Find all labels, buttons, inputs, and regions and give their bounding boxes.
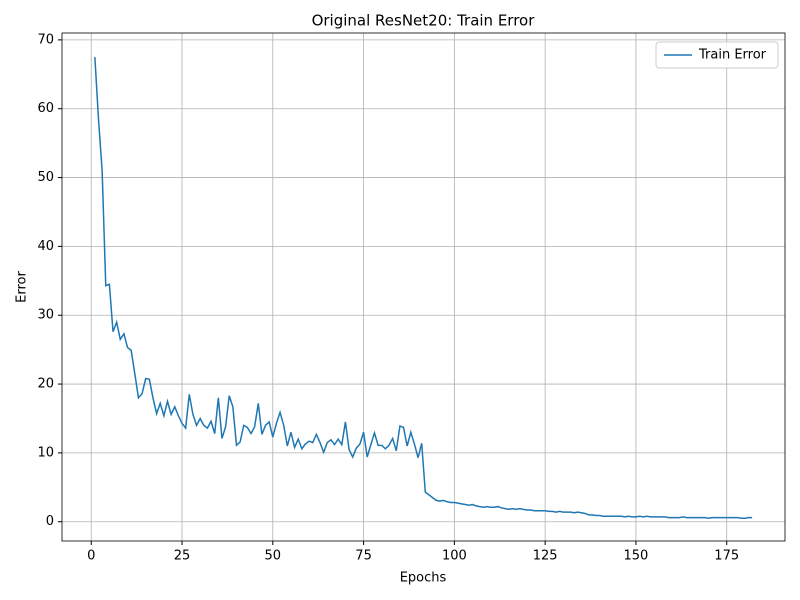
x-tick-label: 125 xyxy=(533,549,558,564)
y-tick-label: 40 xyxy=(37,239,54,254)
x-tick-label: 0 xyxy=(87,549,95,564)
y-tick-label: 10 xyxy=(37,445,54,460)
x-axis-label: Epochs xyxy=(400,571,447,586)
data-line xyxy=(94,57,753,520)
y-tick-label: 70 xyxy=(37,32,54,47)
y-tick-label: 30 xyxy=(37,308,54,323)
x-tick-label: 150 xyxy=(624,549,649,564)
chart-title: Original ResNet20: Train Error xyxy=(312,12,536,30)
y-tick-label: 0 xyxy=(46,514,54,529)
x-tick-label: 175 xyxy=(714,549,739,564)
legend-box xyxy=(655,41,779,69)
legend-label: Train Error xyxy=(698,48,767,63)
x-tick-label: 100 xyxy=(442,549,467,564)
x-tick-label: 50 xyxy=(265,549,282,564)
plot-frame xyxy=(61,32,786,542)
x-tick-label: 25 xyxy=(174,549,191,564)
y-tick-label: 20 xyxy=(37,377,54,392)
y-axis-label: Error xyxy=(15,271,30,303)
y-tick-label: 50 xyxy=(37,170,54,185)
x-tick-label: 75 xyxy=(355,549,372,564)
y-tick-label: 60 xyxy=(37,101,54,116)
